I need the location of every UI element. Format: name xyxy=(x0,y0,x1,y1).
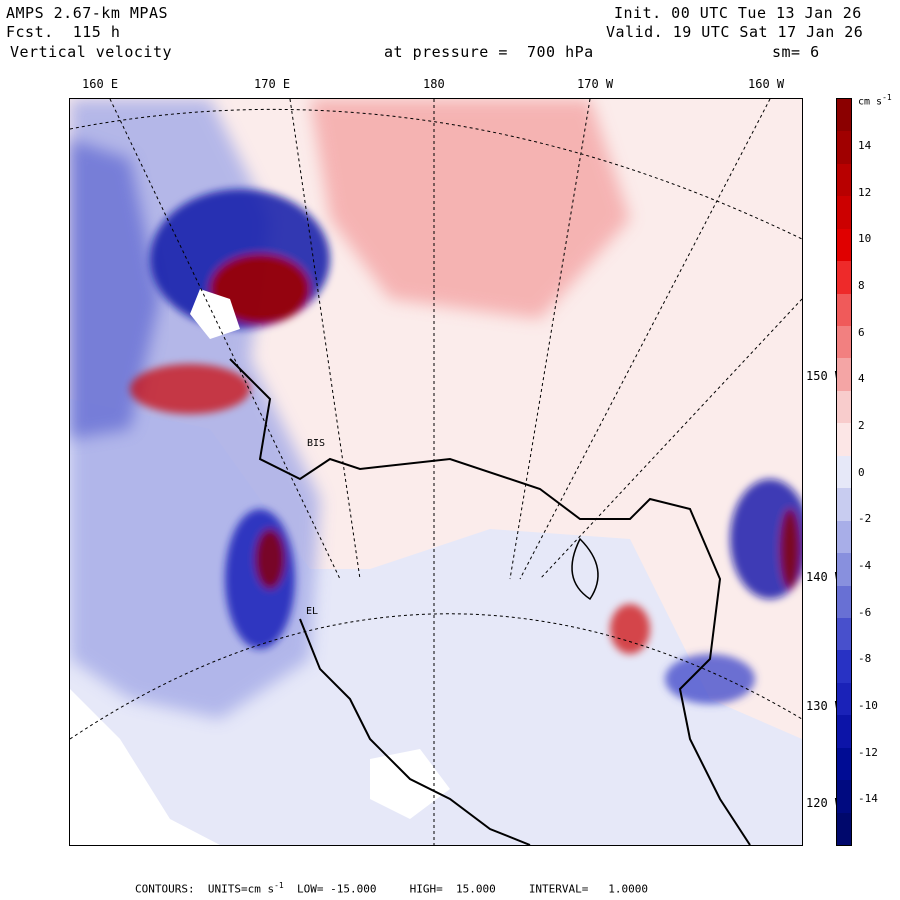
ice-shelf-edge xyxy=(299,618,531,845)
colorbar-tick-label: 0 xyxy=(858,466,865,479)
colorbar-segment xyxy=(837,780,851,814)
colorbar-segment xyxy=(837,423,851,457)
lon-label-160e: 160 E xyxy=(82,77,119,91)
island-outline xyxy=(571,537,599,601)
colorbar-tick-label: -6 xyxy=(858,606,872,619)
colorbar-segment xyxy=(837,650,851,684)
blue-descent-core xyxy=(70,139,160,439)
map-plot-area[interactable]: BIS EL xyxy=(69,98,803,846)
forecast-hour: Fcst. 115 h xyxy=(6,23,121,41)
colorbar-segment xyxy=(837,326,851,359)
vertical-velocity-map xyxy=(70,99,802,845)
colorbar-segment xyxy=(837,131,851,165)
lon-label-170e: 170 E xyxy=(254,77,291,91)
colorbar-segment xyxy=(837,99,851,132)
colorbar-tick-label: -8 xyxy=(858,652,872,665)
colorbar-unit: cm s-1 xyxy=(858,93,892,108)
colorbar-tick-label: 6 xyxy=(858,326,865,339)
colorbar-tick-label: 10 xyxy=(858,232,872,245)
graticule xyxy=(70,99,802,845)
colorbar xyxy=(836,98,852,846)
contour-info: CONTOURS: UNITS=cm s-1 LOW= -15.000 HIGH… xyxy=(135,881,649,896)
colorbar-tick-label: 12 xyxy=(858,186,872,199)
station-bis: BIS xyxy=(307,438,326,449)
colorbar-segment xyxy=(837,585,851,619)
pressure-level: at pressure = 700 hPa xyxy=(384,43,594,61)
lon-label-160w: 160 W xyxy=(748,77,785,91)
mountain-wave-zone xyxy=(130,189,330,649)
colorbar-segment xyxy=(837,196,851,230)
lon-label-170w: 170 W xyxy=(577,77,614,91)
colorbar-segment xyxy=(837,358,851,392)
init-time: Init. 00 UTC Tue 13 Jan 26 xyxy=(614,4,862,22)
colorbar-tick-label: -10 xyxy=(858,699,878,712)
station-el: EL xyxy=(306,606,319,617)
colorbar-segment xyxy=(837,261,851,295)
field-name: Vertical velocity xyxy=(10,43,173,61)
colorbar-tick-label: 4 xyxy=(858,372,865,385)
colorbar-segment xyxy=(837,617,851,651)
eastern-wave-zone xyxy=(610,479,802,704)
colorbar-tick-label: 2 xyxy=(858,419,865,432)
colorbar-segment xyxy=(837,228,851,262)
terrain-mask-3 xyxy=(70,689,220,845)
model-title: AMPS 2.67-km MPAS xyxy=(6,4,169,22)
smoothing-value: sm= 6 xyxy=(772,43,820,61)
colorbar-segment xyxy=(837,455,851,489)
colorbar-tick-label: 14 xyxy=(858,139,872,152)
colorbar-segment xyxy=(837,520,851,554)
colorbar-tick-label: 8 xyxy=(858,279,865,292)
colorbar-segment xyxy=(837,747,851,781)
colorbar-tick-label: -4 xyxy=(858,559,872,572)
colorbar-segment xyxy=(837,163,851,197)
pink-ascent-region xyxy=(310,99,630,319)
colorbar-segment xyxy=(837,390,851,424)
colorbar-segment xyxy=(837,682,851,716)
terrain-mask-2 xyxy=(370,749,450,819)
lon-label-180: 180 xyxy=(423,77,445,91)
valid-time: Valid. 19 UTC Sat 17 Jan 26 xyxy=(606,23,864,41)
terrain-mask-1 xyxy=(190,289,240,339)
colorbar-segment xyxy=(837,488,851,522)
colorbar-tick-label: -14 xyxy=(858,792,878,805)
colorbar-tick-label: -12 xyxy=(858,746,878,759)
colorbar-segment xyxy=(837,715,851,749)
colorbar-segment xyxy=(837,553,851,586)
colorbar-segment xyxy=(837,293,851,327)
colorbar-tick-label: -2 xyxy=(858,512,872,525)
coastline xyxy=(229,358,751,845)
colorbar-segment xyxy=(837,812,851,846)
